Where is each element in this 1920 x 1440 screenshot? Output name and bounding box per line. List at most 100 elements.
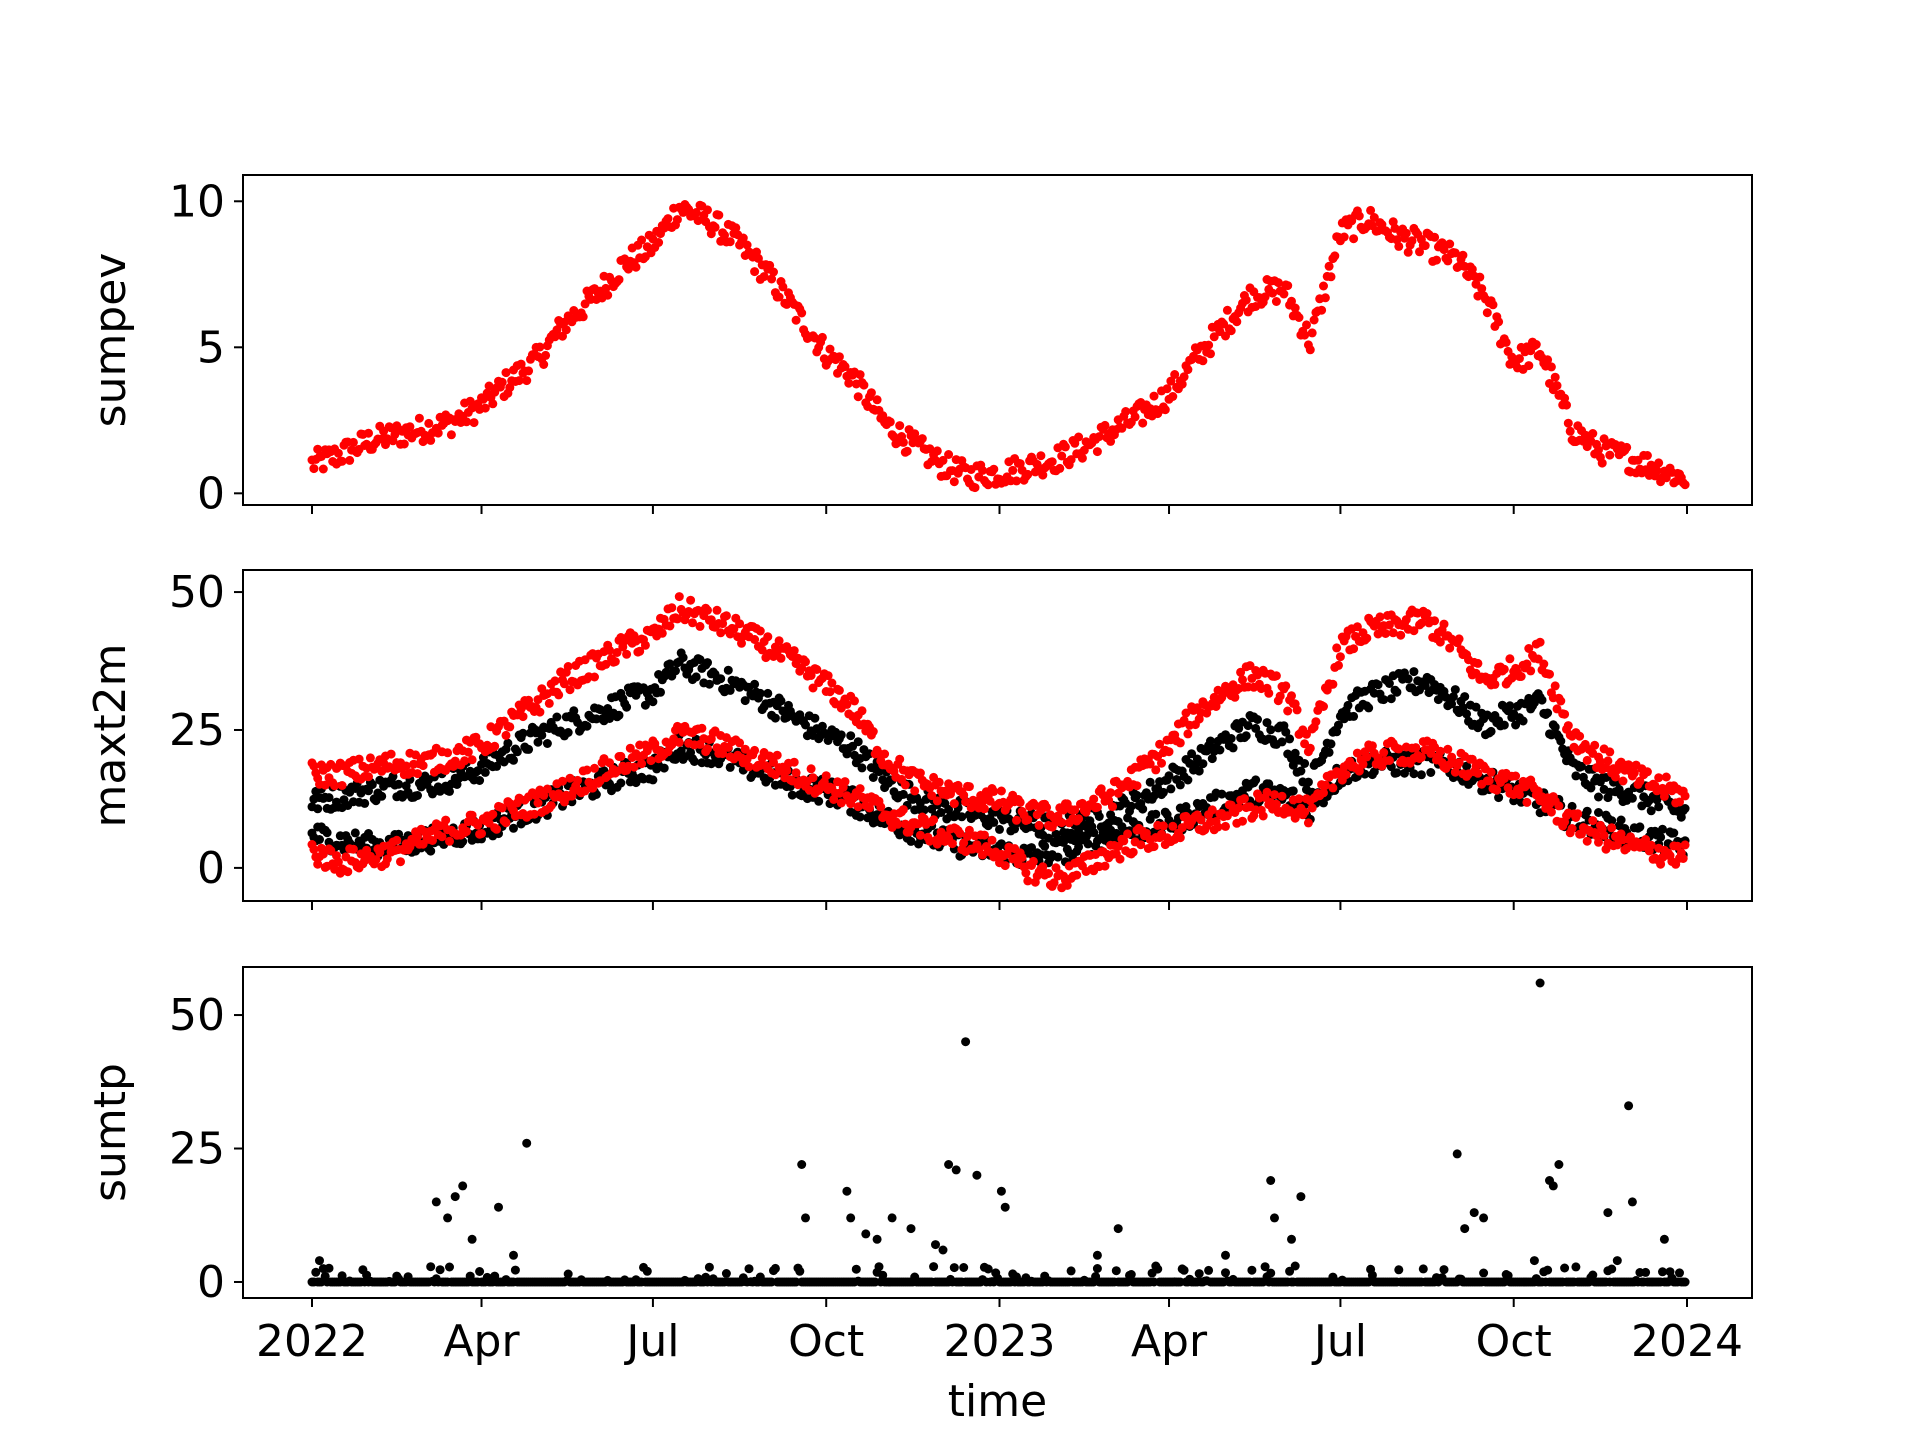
data-point (872, 395, 882, 405)
data-point (1051, 829, 1061, 839)
data-point (1392, 687, 1402, 697)
data-point (740, 696, 750, 706)
data-point (919, 805, 929, 815)
data-point (1394, 1265, 1404, 1275)
data-point (1074, 432, 1084, 442)
data-point (1352, 748, 1362, 758)
data-point (1074, 842, 1084, 852)
data-point (1594, 808, 1603, 817)
data-point (315, 1256, 324, 1266)
data-point (750, 635, 760, 644)
data-point (880, 749, 890, 759)
data-point (1303, 818, 1313, 828)
data-point (853, 392, 863, 402)
data-point (1300, 807, 1310, 817)
x-tick-label: 2023 (944, 1316, 1056, 1367)
data-point (1253, 715, 1262, 724)
data-point (842, 1186, 852, 1196)
data-point (309, 761, 319, 771)
data-point (1271, 297, 1281, 306)
data-point (1642, 767, 1652, 777)
data-point (836, 798, 846, 808)
data-point (1066, 1266, 1076, 1276)
data-point (915, 768, 925, 778)
data-point (876, 802, 886, 812)
data-point (544, 698, 554, 708)
x-tick-label: Oct (1476, 1316, 1552, 1367)
data-point (1486, 726, 1496, 736)
data-point (817, 721, 827, 731)
data-point (364, 428, 373, 438)
data-point (1228, 743, 1238, 753)
data-point (367, 780, 377, 790)
data-point (797, 1160, 807, 1169)
data-point (1302, 729, 1311, 739)
data-point (1164, 771, 1174, 781)
data-point (1206, 736, 1215, 746)
data-point (1179, 1265, 1189, 1275)
data-point (1577, 761, 1586, 771)
data-point (1366, 205, 1376, 215)
data-point (1234, 803, 1244, 813)
data-point (480, 403, 490, 413)
data-point (949, 1263, 959, 1273)
data-point (1217, 789, 1227, 799)
data-point (857, 763, 867, 773)
data-point (492, 761, 502, 771)
data-point (1149, 791, 1159, 801)
data-point (324, 1263, 334, 1273)
data-point (309, 464, 319, 474)
data-point (1656, 859, 1666, 869)
data-point (377, 791, 387, 801)
data-point (1562, 400, 1571, 410)
data-point (1669, 828, 1679, 838)
data-point (1021, 868, 1031, 878)
data-point (414, 413, 424, 423)
data-point (1260, 292, 1270, 302)
data-point (1594, 792, 1603, 802)
data-point (1367, 741, 1377, 751)
data-point (836, 730, 846, 740)
data-point (936, 808, 946, 817)
data-point (563, 728, 573, 737)
data-point (1439, 1265, 1449, 1275)
data-point (441, 815, 451, 825)
data-point (1074, 814, 1084, 824)
data-point (492, 824, 502, 834)
data-point (1529, 698, 1539, 708)
data-point (1462, 709, 1472, 719)
data-point (1023, 469, 1033, 479)
data-point (1384, 620, 1394, 630)
data-point (1605, 450, 1615, 460)
data-point (806, 764, 816, 774)
data-point (1556, 736, 1566, 746)
data-point (382, 854, 392, 864)
data-point (1479, 1268, 1489, 1278)
data-point (1603, 756, 1613, 766)
data-point (759, 272, 769, 282)
data-point (413, 769, 422, 779)
data-point (1601, 763, 1611, 773)
data-point (1343, 700, 1353, 710)
data-point (1594, 445, 1603, 455)
data-point (394, 779, 404, 789)
data-point (1550, 681, 1560, 691)
data-point (1454, 634, 1464, 644)
data-point (458, 1181, 468, 1191)
data-point (1221, 1268, 1230, 1278)
data-point (313, 859, 323, 869)
data-point (855, 784, 865, 794)
data-point (1027, 843, 1036, 853)
data-point (1206, 349, 1215, 359)
y-tick-label: 25 (169, 705, 225, 756)
data-point (1053, 852, 1063, 862)
data-point (868, 773, 878, 782)
data-point (443, 1213, 453, 1223)
data-point (1077, 453, 1087, 463)
y-tick-label: 10 (169, 176, 225, 227)
data-point (1270, 790, 1279, 800)
data-point (1070, 805, 1080, 815)
data-point (1367, 1270, 1377, 1280)
data-point (989, 464, 999, 474)
data-point (320, 780, 330, 790)
